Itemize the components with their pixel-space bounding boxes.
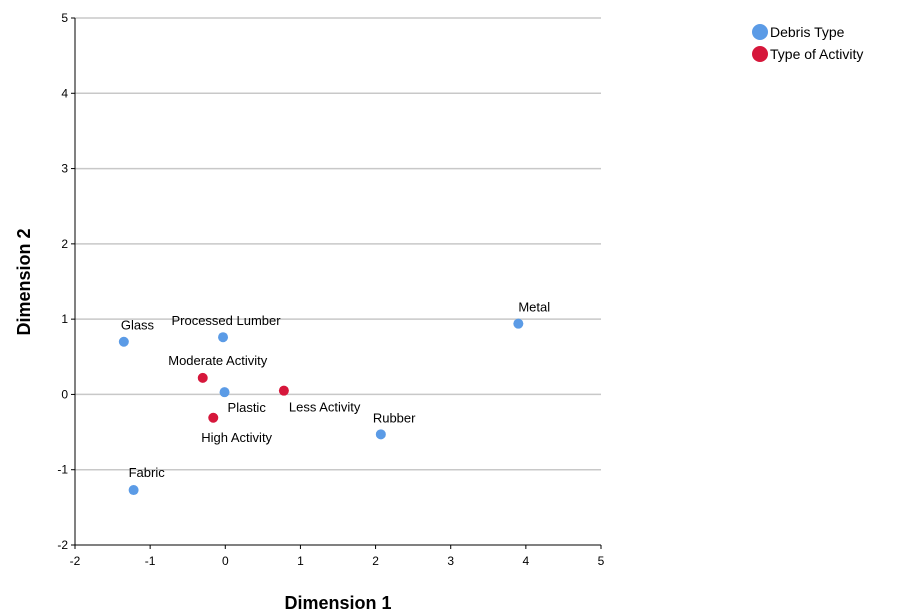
y-tick-label: 3 xyxy=(61,162,68,176)
point-labels: Glass Processed Lumber Metal Plastic Rubber F… xyxy=(121,300,550,480)
x-tick-label: 4 xyxy=(523,554,530,568)
data-points xyxy=(118,318,524,496)
x-tick-label: 1 xyxy=(297,554,304,568)
point-less-activity xyxy=(278,385,289,396)
x-tick-label: 0 xyxy=(222,554,229,568)
point-label-glass: Glass xyxy=(121,318,155,333)
point-plastic xyxy=(219,387,230,398)
point-glass xyxy=(118,336,129,347)
legend-label-type-of-activity: Type of Activity xyxy=(770,46,863,62)
point-moderate-activity xyxy=(197,372,208,383)
point-rubber xyxy=(375,429,386,440)
point-high-activity xyxy=(208,412,219,423)
x-tick-label: 5 xyxy=(598,554,605,568)
legend-marker-debris-type xyxy=(752,24,768,40)
y-tick-label: 0 xyxy=(61,387,68,401)
y-tick-label: 4 xyxy=(61,86,68,100)
x-tick-label: -2 xyxy=(70,554,81,568)
point-metal xyxy=(513,318,524,329)
x-tick-label: 2 xyxy=(372,554,379,568)
gridlines xyxy=(75,17,601,471)
y-tick-label: 1 xyxy=(61,312,68,326)
point-processed-lumber xyxy=(218,332,229,343)
point-label-less-activity: Less Activity xyxy=(289,400,361,415)
point-label-moderate-activity: Moderate Activity xyxy=(168,353,267,368)
legend: Debris Type Type of Activity xyxy=(752,24,863,62)
x-tick-label: 3 xyxy=(447,554,454,568)
point-label-fabric: Fabric xyxy=(129,465,166,480)
point-label-plastic: Plastic xyxy=(228,400,267,415)
x-axis-title: Dimension 1 xyxy=(284,593,391,613)
point-fabric xyxy=(128,485,139,496)
legend-label-debris-type: Debris Type xyxy=(770,24,845,40)
axes: -2 -1 0 1 2 3 4 5 -2 -1 0 1 2 3 4 5 xyxy=(57,11,604,568)
point-label-processed-lumber: Processed Lumber xyxy=(171,313,281,328)
y-tick-label: -2 xyxy=(57,538,68,552)
x-tick-label: -1 xyxy=(145,554,156,568)
legend-marker-type-of-activity xyxy=(752,46,768,62)
y-tick-label: -1 xyxy=(57,463,68,477)
y-axis-title: Dimension 2 xyxy=(14,228,34,335)
point-label-metal: Metal xyxy=(518,300,550,315)
y-tick-label: 2 xyxy=(61,237,68,251)
y-tick-label: 5 xyxy=(61,11,68,25)
point-label-rubber: Rubber xyxy=(373,410,416,425)
point-label-high-activity: High Activity xyxy=(201,430,272,445)
